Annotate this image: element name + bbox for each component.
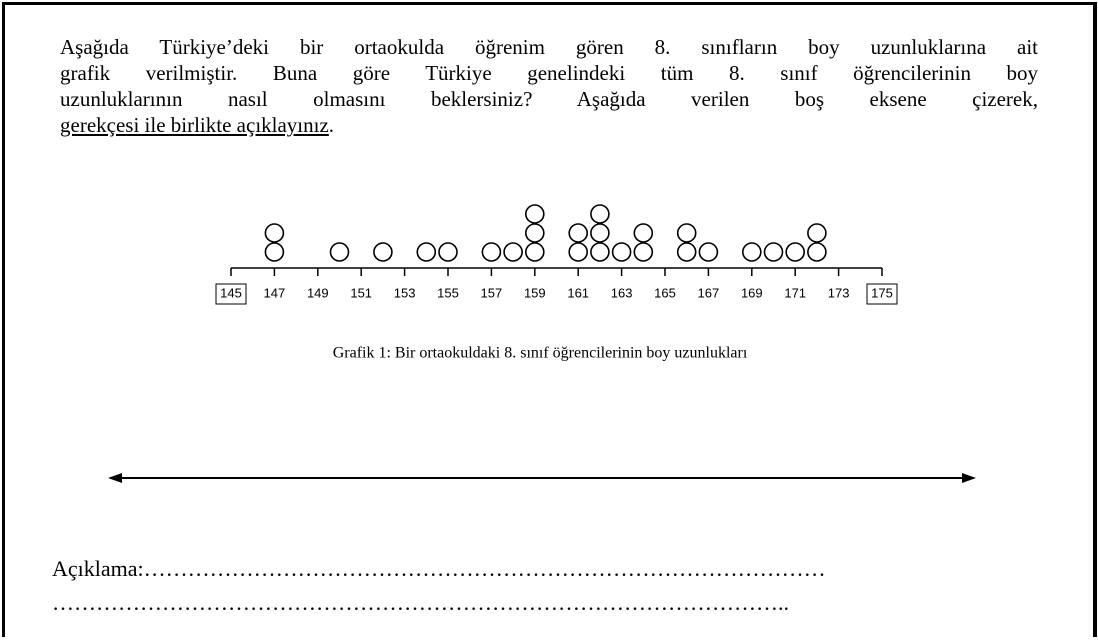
dot — [264, 223, 285, 243]
period: . — [328, 113, 335, 137]
dot — [373, 242, 393, 262]
x-tick-label: 149 — [307, 285, 329, 300]
dot — [524, 204, 545, 224]
dot — [763, 242, 784, 262]
x-tick-label: 169 — [741, 285, 763, 300]
x-tick-label: 157 — [481, 285, 503, 300]
dot-stack — [568, 223, 589, 262]
dot-stack — [264, 223, 285, 262]
dot — [698, 242, 719, 262]
answer-line: ……………………………………………………………………………………….. — [52, 590, 789, 615]
underlined-text: gerekçesi ile birlikte açıklayınız — [60, 113, 329, 137]
dot-stack — [741, 242, 762, 262]
dot — [676, 242, 697, 262]
dot — [633, 242, 654, 262]
dot — [416, 242, 437, 262]
x-tick-label: 155 — [437, 285, 459, 300]
dot — [503, 242, 523, 262]
dot-stack — [676, 223, 697, 262]
dot — [590, 242, 610, 262]
x-tick-label: 151 — [350, 285, 372, 300]
dot — [568, 223, 589, 243]
dot-stack — [373, 242, 393, 262]
dot-stack — [763, 242, 784, 262]
dot-stack — [329, 242, 350, 262]
dot — [264, 242, 285, 262]
dot-stack — [524, 204, 545, 262]
x-tick-label: 161 — [567, 285, 589, 300]
dot — [590, 223, 610, 243]
dot — [741, 242, 762, 262]
dot-stack — [698, 242, 719, 262]
dot-stack — [503, 242, 523, 262]
dot — [568, 242, 589, 262]
dots: ………………………………………………………………………………… — [143, 556, 826, 581]
dot-stack — [590, 204, 610, 262]
x-tick-label: 167 — [698, 285, 720, 300]
answer-line: Açıklama:………………………………………………………………………………… — [52, 556, 826, 582]
x-tick-label: 159 — [524, 285, 546, 300]
question-line: Aşağıda Türkiye’deki bir ortaokulda öğre… — [60, 35, 1038, 59]
dot-stack — [438, 242, 458, 262]
dot — [438, 242, 458, 262]
dot — [807, 242, 827, 262]
question-line: gerekçesi ile birlikte açıklayınız. — [60, 112, 1038, 138]
x-tick-label: 173 — [828, 285, 850, 300]
blank-axis — [108, 473, 976, 483]
x-tick-label: 165 — [654, 285, 676, 300]
dot — [611, 242, 632, 262]
dot — [590, 204, 610, 224]
dot-stack — [481, 242, 502, 262]
label-box — [215, 283, 247, 305]
dot — [785, 242, 806, 262]
dot — [524, 223, 545, 243]
dot-stack — [416, 242, 437, 262]
dot — [807, 223, 827, 243]
dot — [481, 242, 502, 262]
dot-stack — [807, 223, 827, 262]
x-tick-label: 171 — [784, 285, 806, 300]
question-line: uzunluklarının nasıl olmasını beklersini… — [60, 87, 1038, 111]
dot-stack — [633, 223, 654, 262]
dot-stack — [611, 242, 632, 262]
x-tick-label: 147 — [264, 285, 286, 300]
x-tick-label: 163 — [611, 285, 633, 300]
dot — [329, 242, 350, 262]
x-tick-label: 153 — [394, 285, 416, 300]
x-tick-label: 145 — [220, 285, 242, 300]
answer-label: Açıklama: — [52, 556, 144, 581]
label-box — [866, 283, 898, 305]
dot-stack — [785, 242, 806, 262]
question-line: grafik verilmiştir. Buna göre Türkiye ge… — [60, 61, 1038, 85]
x-tick-label: 175 — [871, 285, 893, 300]
caption: Grafik 1: Bir ortaokuldaki 8. sınıf öğre… — [333, 345, 748, 362]
dot — [633, 223, 654, 243]
dot — [524, 242, 545, 262]
dot — [676, 223, 697, 243]
